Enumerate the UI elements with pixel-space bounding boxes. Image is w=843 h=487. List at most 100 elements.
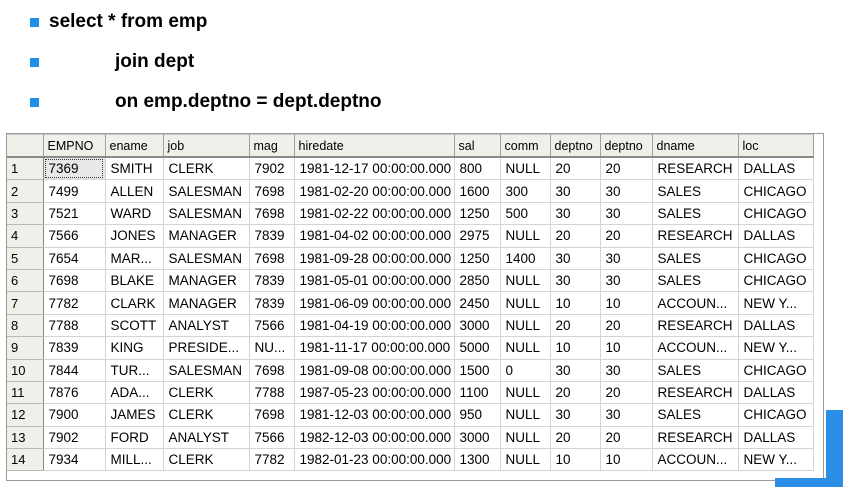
grid-cell[interactable]: 7369 — [43, 157, 106, 181]
grid-cell[interactable]: 1250 — [454, 202, 501, 226]
row-number-cell[interactable]: 2 — [7, 179, 44, 203]
grid-cell[interactable]: 7782 — [43, 291, 106, 315]
grid-cell[interactable]: 20 — [550, 426, 601, 450]
grid-cell[interactable]: 1400 — [500, 247, 551, 270]
grid-cell[interactable]: SALES — [652, 269, 739, 293]
grid-cell[interactable]: 20 — [550, 314, 601, 338]
row-number-cell[interactable]: 11 — [7, 381, 44, 405]
grid-cell[interactable]: ALLEN — [105, 179, 164, 203]
column-header[interactable]: dname — [652, 134, 739, 158]
grid-cell[interactable]: 30 — [600, 202, 653, 226]
column-header[interactable]: mag — [249, 134, 295, 158]
table-row[interactable]: 7 7782 CLARK MANAGER 7839 1981-06-09 00:00:00… — [7, 291, 814, 315]
grid-cell[interactable]: 20 — [550, 381, 601, 405]
grid-cell[interactable]: NULL — [500, 403, 551, 427]
grid-cell[interactable]: 30 — [550, 359, 601, 382]
grid-cell[interactable]: KING — [105, 336, 164, 360]
grid-cell[interactable]: PRESIDE... — [163, 336, 250, 360]
grid-cell[interactable]: 7698 — [43, 269, 106, 293]
grid-cell[interactable]: NULL — [500, 224, 551, 248]
row-number-cell[interactable]: 3 — [7, 202, 44, 226]
grid-cell[interactable]: NULL — [500, 314, 551, 338]
grid-cell[interactable]: 7566 — [249, 426, 295, 450]
grid-cell[interactable]: 1981-09-28 00:00:00.000 — [294, 247, 455, 270]
row-number-cell[interactable]: 7 — [7, 291, 44, 315]
scrollbar-track[interactable] — [826, 410, 843, 487]
grid-cell[interactable]: 20 — [600, 314, 653, 338]
table-row[interactable]: 4 7566 JONES MANAGER 7839 1981-04-02 00:00:00… — [7, 224, 814, 248]
grid-cell[interactable]: NULL — [500, 448, 551, 472]
grid-cell[interactable]: DALLAS — [738, 381, 814, 405]
grid-cell[interactable]: 20 — [550, 157, 601, 181]
grid-cell[interactable]: NEW Y... — [738, 291, 814, 315]
grid-cell[interactable]: 10 — [600, 448, 653, 472]
table-row[interactable]: 5 7654 MAR... SALESMAN 7698 1981-09-28 00:00:… — [7, 247, 814, 270]
grid-cell[interactable]: MANAGER — [163, 224, 250, 248]
grid-cell[interactable]: 7844 — [43, 359, 106, 382]
grid-cell[interactable]: ACCOUN... — [652, 336, 739, 360]
grid-cell[interactable]: CHICAGO — [738, 403, 814, 427]
grid-cell[interactable]: 7698 — [249, 202, 295, 226]
grid-cell[interactable]: 30 — [550, 269, 601, 293]
grid-cell[interactable]: RESEARCH — [652, 314, 739, 338]
corner-cell[interactable] — [7, 134, 44, 158]
grid-cell[interactable]: ANALYST — [163, 426, 250, 450]
results-grid[interactable]: EMPNO ename job mag hiredate sal comm de… — [6, 133, 824, 481]
row-number-cell[interactable]: 10 — [7, 359, 44, 382]
grid-cell[interactable]: 7782 — [249, 448, 295, 472]
grid-cell[interactable]: 10 — [600, 336, 653, 360]
grid-cell[interactable]: 1981-11-17 00:00:00.000 — [294, 336, 455, 360]
column-header[interactable]: EMPNO — [43, 134, 106, 158]
table-row[interactable]: 8 7788 SCOTT ANALYST 7566 1981-04-19 00:00:00… — [7, 314, 814, 338]
grid-cell[interactable]: 7698 — [249, 179, 295, 203]
column-header[interactable]: job — [163, 134, 250, 158]
grid-cell[interactable]: SALES — [652, 247, 739, 270]
row-number-cell[interactable]: 4 — [7, 224, 44, 248]
grid-cell[interactable]: ACCOUN... — [652, 448, 739, 472]
grid-cell[interactable]: 1982-12-03 00:00:00.000 — [294, 426, 455, 450]
grid-cell[interactable]: 5000 — [454, 336, 501, 360]
grid-cell[interactable]: 7566 — [249, 314, 295, 338]
grid-cell[interactable]: CLARK — [105, 291, 164, 315]
grid-cell[interactable]: 300 — [500, 179, 551, 203]
grid-cell[interactable]: NEW Y... — [738, 448, 814, 472]
grid-cell[interactable]: 30 — [550, 179, 601, 203]
grid-cell[interactable]: 7566 — [43, 224, 106, 248]
grid-cell[interactable]: 7788 — [249, 381, 295, 405]
row-number-cell[interactable]: 14 — [7, 448, 44, 472]
grid-cell[interactable]: 20 — [550, 224, 601, 248]
grid-cell[interactable]: DALLAS — [738, 426, 814, 450]
grid-cell[interactable]: BLAKE — [105, 269, 164, 293]
grid-cell[interactable]: NULL — [500, 157, 551, 181]
grid-cell[interactable]: 7934 — [43, 448, 106, 472]
table-row[interactable]: 3 7521 WARD SALESMAN 7698 1981-02-22 00:00:00… — [7, 202, 814, 226]
grid-cell[interactable]: MAR... — [105, 247, 164, 270]
grid-cell[interactable]: 7788 — [43, 314, 106, 338]
grid-cell[interactable]: 30 — [600, 403, 653, 427]
grid-cell[interactable]: DALLAS — [738, 314, 814, 338]
grid-cell[interactable]: CLERK — [163, 448, 250, 472]
grid-cell[interactable]: 950 — [454, 403, 501, 427]
grid-cell[interactable]: NULL — [500, 269, 551, 293]
grid-cell[interactable]: 30 — [600, 359, 653, 382]
table-row[interactable]: 2 7499 ALLEN SALESMAN 7698 1981-02-20 00:00:0… — [7, 179, 814, 203]
table-row[interactable]: 10 7844 TUR... SALESMAN 7698 1981-09-08 00:00… — [7, 359, 814, 382]
grid-cell[interactable]: RESEARCH — [652, 381, 739, 405]
grid-cell[interactable]: 10 — [550, 448, 601, 472]
row-number-cell[interactable]: 8 — [7, 314, 44, 338]
grid-cell[interactable]: CHICAGO — [738, 269, 814, 293]
grid-cell[interactable]: 1981-04-02 00:00:00.000 — [294, 224, 455, 248]
grid-cell[interactable]: 2850 — [454, 269, 501, 293]
row-number-cell[interactable]: 12 — [7, 403, 44, 427]
grid-cell[interactable]: NU... — [249, 336, 295, 360]
grid-cell[interactable]: MILL... — [105, 448, 164, 472]
grid-cell[interactable]: 20 — [600, 381, 653, 405]
grid-cell[interactable]: 1981-02-20 00:00:00.000 — [294, 179, 455, 203]
grid-cell[interactable]: 1981-12-03 00:00:00.000 — [294, 403, 455, 427]
grid-cell[interactable]: 30 — [550, 403, 601, 427]
grid-cell[interactable]: 800 — [454, 157, 501, 181]
grid-cell[interactable]: SALES — [652, 179, 739, 203]
row-number-cell[interactable]: 1 — [7, 157, 44, 181]
grid-cell[interactable]: 7876 — [43, 381, 106, 405]
grid-cell[interactable]: 1100 — [454, 381, 501, 405]
